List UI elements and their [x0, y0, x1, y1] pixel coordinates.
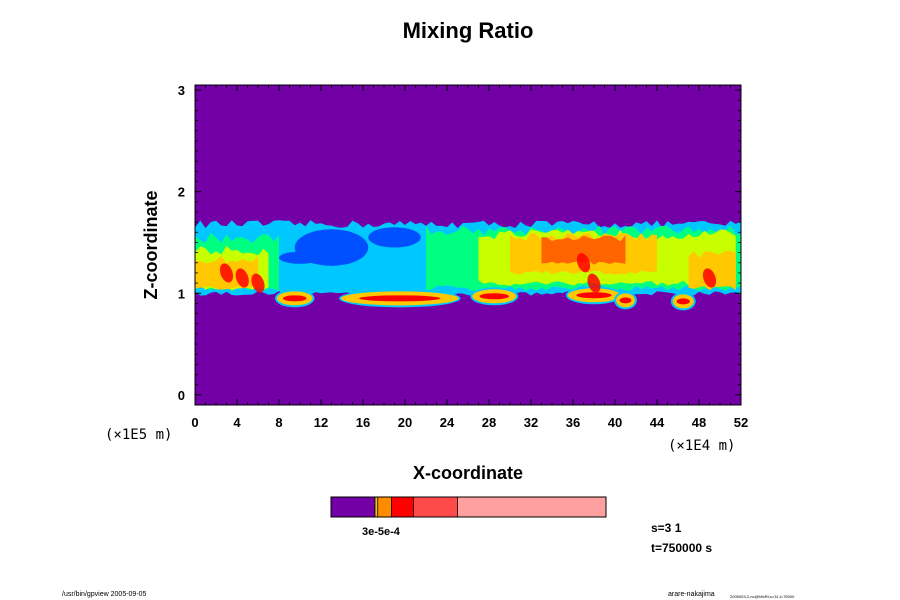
cloud-cell-core: [282, 295, 307, 302]
x-tick-label: 52: [734, 415, 748, 430]
colorbar: [330, 496, 607, 518]
colorbar-segment: [413, 497, 458, 517]
cloud-cell-core: [576, 292, 612, 299]
low-concentration-patch: [368, 227, 421, 248]
footer-right: arare-nakajima: [668, 591, 715, 598]
colorbar-segment: [391, 497, 414, 517]
x-axis-ticks: 0 4 8 12 16 20 24 28 32 36 40 44 48 52: [191, 85, 748, 430]
x-scale-label: (×1E4 m): [668, 438, 735, 454]
x-tick-label: 48: [692, 415, 706, 430]
colorbar-label: 3e-5e-4: [362, 526, 401, 538]
high-concentration-streak: [251, 273, 265, 293]
footer-left: /usr/bin/gpview 2005-09-05: [62, 591, 147, 598]
chart-title: Mixing Ratio: [403, 18, 534, 43]
x-tick-label: 32: [524, 415, 538, 430]
colorbar-segment: [377, 497, 392, 517]
y-tick-label: 0: [178, 388, 185, 403]
x-tick-label: 28: [482, 415, 496, 430]
mixing-ratio-field: [195, 220, 741, 311]
footer-right-small: 2005003-2,nc@MixRt,s=31,t=75000: [730, 594, 795, 599]
x-tick-label: 16: [356, 415, 370, 430]
cloud-cell-core: [676, 298, 690, 305]
cloud-cell-core: [619, 297, 632, 304]
y-tick-label: 2: [178, 185, 185, 200]
t-label: t=750000 s: [651, 541, 712, 555]
cloud-cell-core: [359, 295, 441, 302]
colorbar-frame: [330, 496, 607, 518]
colorbar-segment: [331, 497, 375, 517]
colorbar-segment: [457, 497, 606, 517]
high-concentration-streak: [576, 253, 591, 273]
y-axis-title: Z-coordinate: [141, 190, 161, 299]
x-tick-label: 8: [275, 415, 282, 430]
cloud-cell-core: [479, 293, 509, 300]
y-tick-label: 3: [178, 83, 185, 98]
y-scale-label: (×1E5 m): [105, 427, 172, 443]
x-tick-label: 36: [566, 415, 580, 430]
concentration-layer: [541, 235, 626, 265]
high-concentration-streak: [219, 263, 234, 283]
x-tick-label: 44: [650, 415, 665, 430]
high-concentration-streak: [587, 273, 601, 293]
x-tick-label: 20: [398, 415, 412, 430]
x-tick-label: 0: [191, 415, 198, 430]
low-concentration-patch: [279, 251, 321, 264]
concentration-layer: [688, 250, 736, 291]
x-tick-label: 40: [608, 415, 622, 430]
high-concentration-streak: [702, 268, 717, 288]
x-tick-label: 24: [440, 415, 455, 430]
s-label: s=3 1: [651, 521, 682, 535]
x-tick-label: 4: [233, 415, 241, 430]
y-axis-ticks: 0 1 2 3: [178, 83, 741, 406]
x-axis-title: X-coordinate: [413, 463, 523, 483]
x-tick-label: 12: [314, 415, 328, 430]
high-concentration-streak: [235, 268, 249, 288]
colorbar-segment: [375, 497, 378, 517]
y-tick-label: 1: [178, 286, 185, 301]
